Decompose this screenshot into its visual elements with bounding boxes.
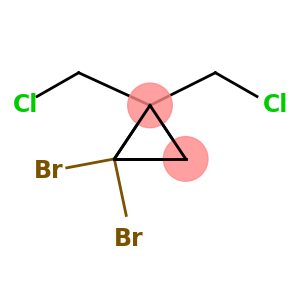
Text: Br: Br — [34, 159, 64, 183]
Circle shape — [164, 136, 208, 181]
Text: Cl: Cl — [13, 93, 39, 117]
Circle shape — [128, 83, 172, 128]
Text: Cl: Cl — [263, 93, 288, 117]
Text: Br: Br — [114, 227, 144, 251]
